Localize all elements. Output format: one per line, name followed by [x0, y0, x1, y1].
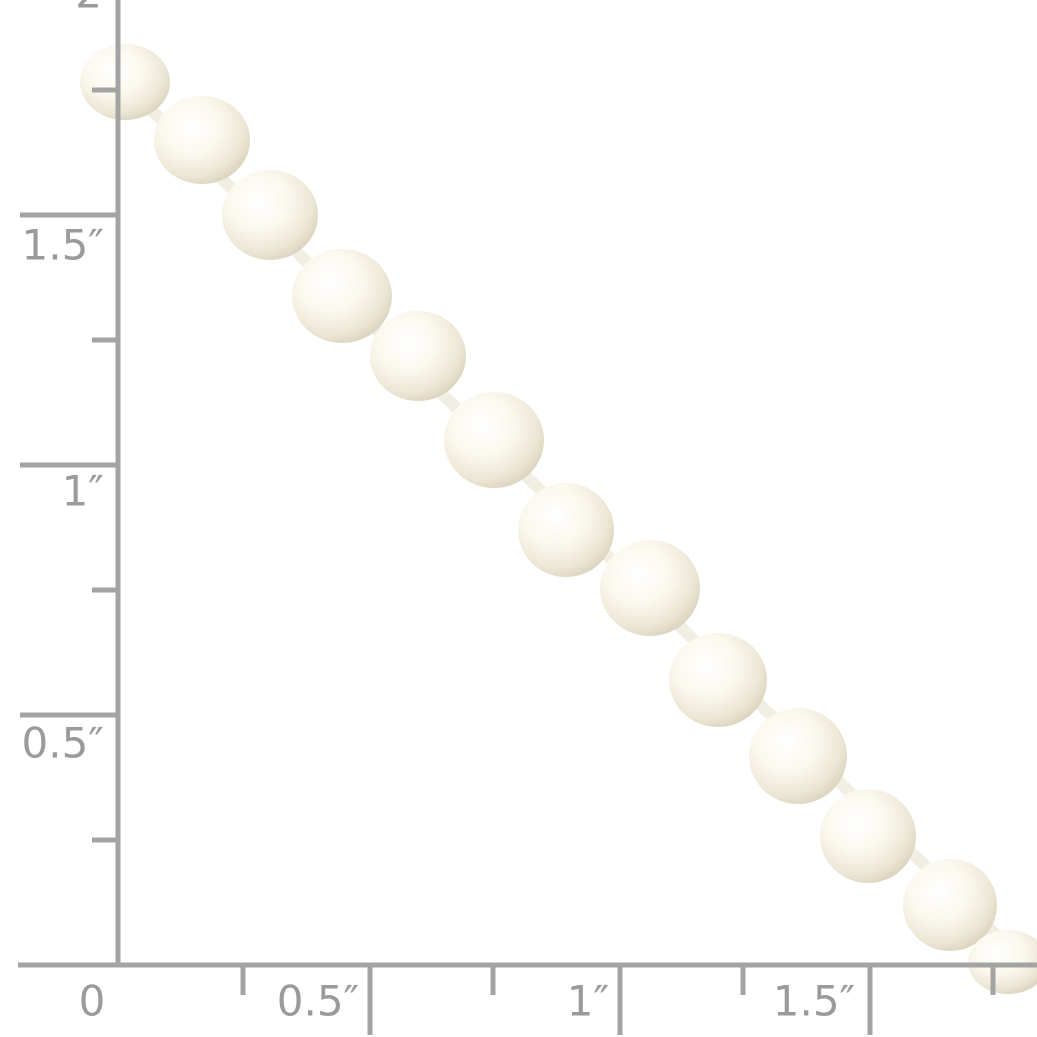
pearl	[600, 540, 700, 636]
pearl	[669, 633, 767, 727]
ruler: 2 1.5″ 1″ 0.5″ 0 0.5″ 1″ 1.5″	[18, 0, 1037, 1035]
pearl	[903, 859, 997, 951]
ruler-label: 1″	[62, 467, 104, 516]
pearl	[154, 96, 250, 184]
pearl	[444, 392, 544, 488]
pearl	[749, 708, 847, 804]
pearl	[518, 483, 614, 577]
pearl	[222, 170, 318, 260]
ruler-label: 1.5″	[773, 977, 855, 1026]
pearl	[370, 311, 466, 401]
ruler-label: 2	[75, 0, 102, 18]
ruler-label: 0	[79, 977, 106, 1026]
ruler-label: 1.5″	[22, 221, 104, 270]
ruler-label: 0.5″	[277, 977, 359, 1026]
pearl	[80, 44, 170, 120]
ruler-label: 1″	[567, 977, 609, 1026]
pearl	[820, 789, 916, 883]
pearl	[968, 930, 1037, 994]
ruler-label: 0.5″	[22, 719, 104, 768]
pearl-strand	[80, 44, 1037, 994]
pearl	[292, 249, 392, 343]
